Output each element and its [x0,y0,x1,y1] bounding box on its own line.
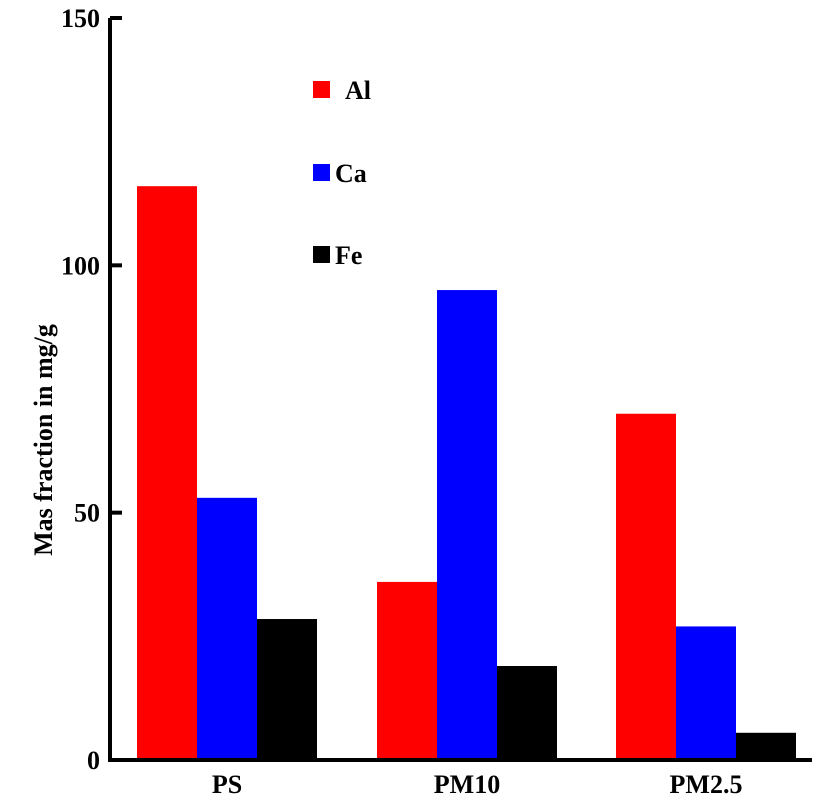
bar-fe-ps [257,619,317,760]
bar-al-ps [137,186,197,761]
x-category-label: PM10 [434,770,500,799]
y-tick-label: 50 [74,499,100,528]
x-category-label: PM2.5 [670,770,743,799]
y-ticks-layer: 0 50 100 150 [61,4,122,775]
legend: Al Ca Fe [313,76,371,270]
bars-layer [137,186,796,761]
legend-swatch-al [313,81,330,98]
x-categories-layer: PS PM10 PM2.5 [212,770,743,799]
bar-ca-ps [197,497,257,760]
bar-fe-pm25 [736,732,796,760]
legend-swatch-fe [313,246,330,263]
axes-layer [108,18,812,762]
x-category-label: PS [212,770,242,799]
y-tick-label: 150 [61,4,100,33]
y-axis-title: Mas fraction in mg/g [29,324,58,556]
bar-fe-pm10 [497,666,557,760]
legend-label-al: Al [345,76,371,105]
bar-al-pm10 [377,581,437,760]
bar-ca-pm10 [437,290,497,760]
bar-ca-pm25 [676,626,736,760]
y-tick-label: 100 [61,251,100,280]
bar-al-pm25 [616,413,676,760]
y-tick-label: 0 [87,746,100,775]
legend-label-ca: Ca [335,159,367,188]
legend-label-fe: Fe [335,241,362,270]
legend-swatch-ca [313,164,330,181]
